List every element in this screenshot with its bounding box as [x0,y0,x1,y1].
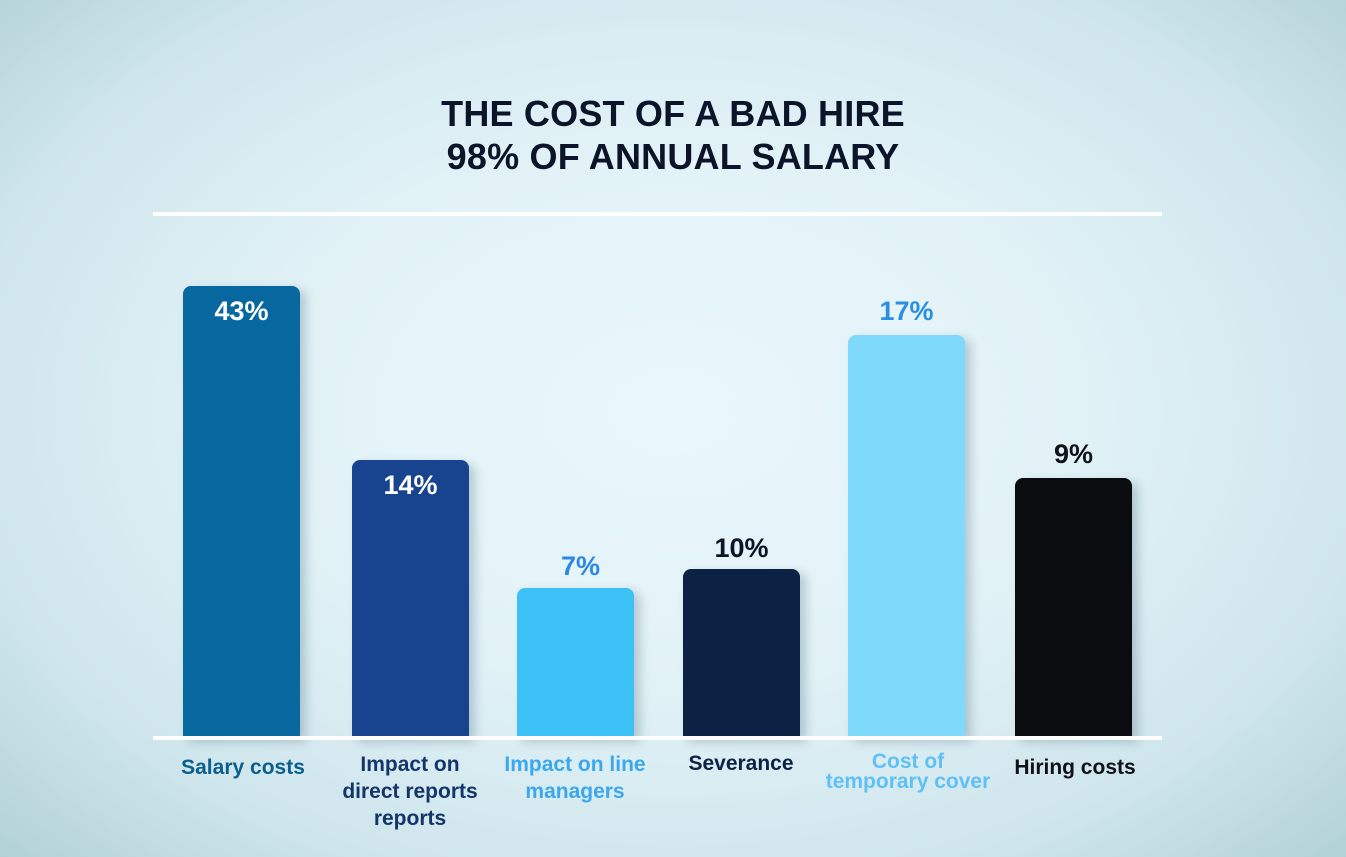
category-label-impact-direct-reports: Impact on direct reports reports [335,751,485,832]
category-label-line: Severance [688,752,794,775]
value-label-cost-temporary-cover: 17% [879,296,934,326]
value-label-severance: 10% [714,533,769,563]
title-divider [153,212,1162,216]
value-label-hiring-costs: 9% [1053,439,1094,469]
category-label-line: Salary costs [181,756,305,779]
category-label-hiring-costs: Hiring costs [998,754,1152,781]
category-label-impact-line-managers: Impact on line managers [490,751,660,805]
bar-salary-costs [183,286,300,738]
chart-title-line-1: THE COST OF A BAD HIRE [441,93,905,134]
category-label-line: Impact on line [504,753,646,776]
value-label-impact-direct-reports: 14% [383,470,438,500]
bar-hiring-costs [1015,478,1132,738]
chart-title-line-2: 98% OF ANNUAL SALARY [446,136,900,177]
bar-impact-direct-reports [352,460,469,738]
category-label-line: reports [373,807,447,830]
bar-severance [683,569,800,738]
category-label-cost-temporary-cover: Cost of temporary cover [816,750,1000,793]
category-label-line: temporary cover [825,770,991,793]
bar-cost-temporary-cover [848,335,965,738]
category-label-line: managers [525,780,625,803]
category-label-line: Impact on [360,753,460,776]
category-label-salary-costs: Salary costs [163,754,323,781]
category-label-line: Cost of [871,750,945,773]
category-label-line: Hiring costs [1014,756,1136,779]
category-label-line: direct reports [342,780,478,803]
bar-impact-line-managers [517,588,634,738]
value-label-salary-costs: 43% [214,296,269,326]
category-label-severance: Severance [666,750,816,777]
value-label-impact-line-managers: 7% [560,551,601,581]
chart-baseline [153,736,1162,740]
